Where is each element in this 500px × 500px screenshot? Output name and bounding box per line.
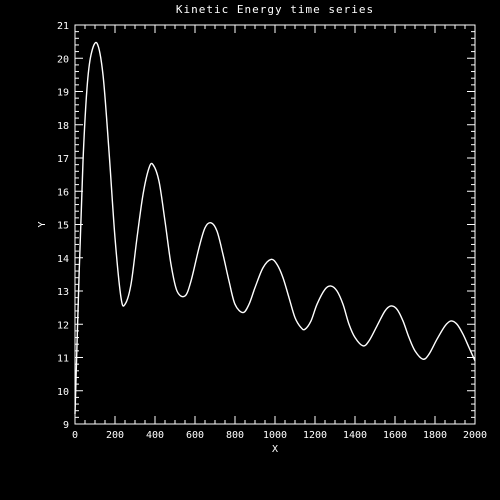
y-tick-label-13: 13: [57, 287, 69, 298]
y-axis-label: Y: [37, 221, 48, 227]
x-tick-label-400: 400: [146, 430, 164, 441]
x-tick-label-600: 600: [186, 430, 204, 441]
y-tick-label-10: 10: [57, 387, 69, 398]
x-tick-label-2000: 2000: [463, 430, 487, 441]
series-line-kinetic-energy: [74, 41, 476, 415]
y-tick-label-12: 12: [57, 320, 69, 331]
x-tick-label-800: 800: [226, 430, 244, 441]
x-tick-label-1000: 1000: [263, 430, 287, 441]
y-tick-label-11: 11: [57, 354, 69, 365]
y-tick-label-15: 15: [57, 221, 69, 232]
x-tick-label-1600: 1600: [383, 430, 407, 441]
x-tick-label-200: 200: [106, 430, 124, 441]
y-tick-label-16: 16: [57, 187, 69, 198]
x-tick-label-1400: 1400: [343, 430, 367, 441]
y-tick-label-9: 9: [63, 420, 69, 431]
y-tick-label-18: 18: [57, 121, 69, 132]
x-axis-label: X: [272, 444, 278, 455]
chart-title: Kinetic Energy time series: [176, 3, 374, 16]
x-tick-label-0: 0: [72, 430, 78, 441]
y-tick-label-19: 19: [57, 88, 69, 99]
x-tick-label-1200: 1200: [303, 430, 327, 441]
x-axis-ticks: 0 200 400 600 800 1000 1200 1400 1600 1800 2000: [72, 25, 487, 441]
y-tick-label-20: 20: [57, 54, 69, 65]
y-tick-label-14: 14: [57, 254, 69, 265]
x-tick-label-1800: 1800: [423, 430, 447, 441]
y-tick-label-17: 17: [57, 154, 69, 165]
y-axis-ticks: 9 10 11 12 13 14 15 16 17 18 19 20 21: [57, 21, 475, 431]
y-tick-label-21: 21: [57, 21, 69, 32]
